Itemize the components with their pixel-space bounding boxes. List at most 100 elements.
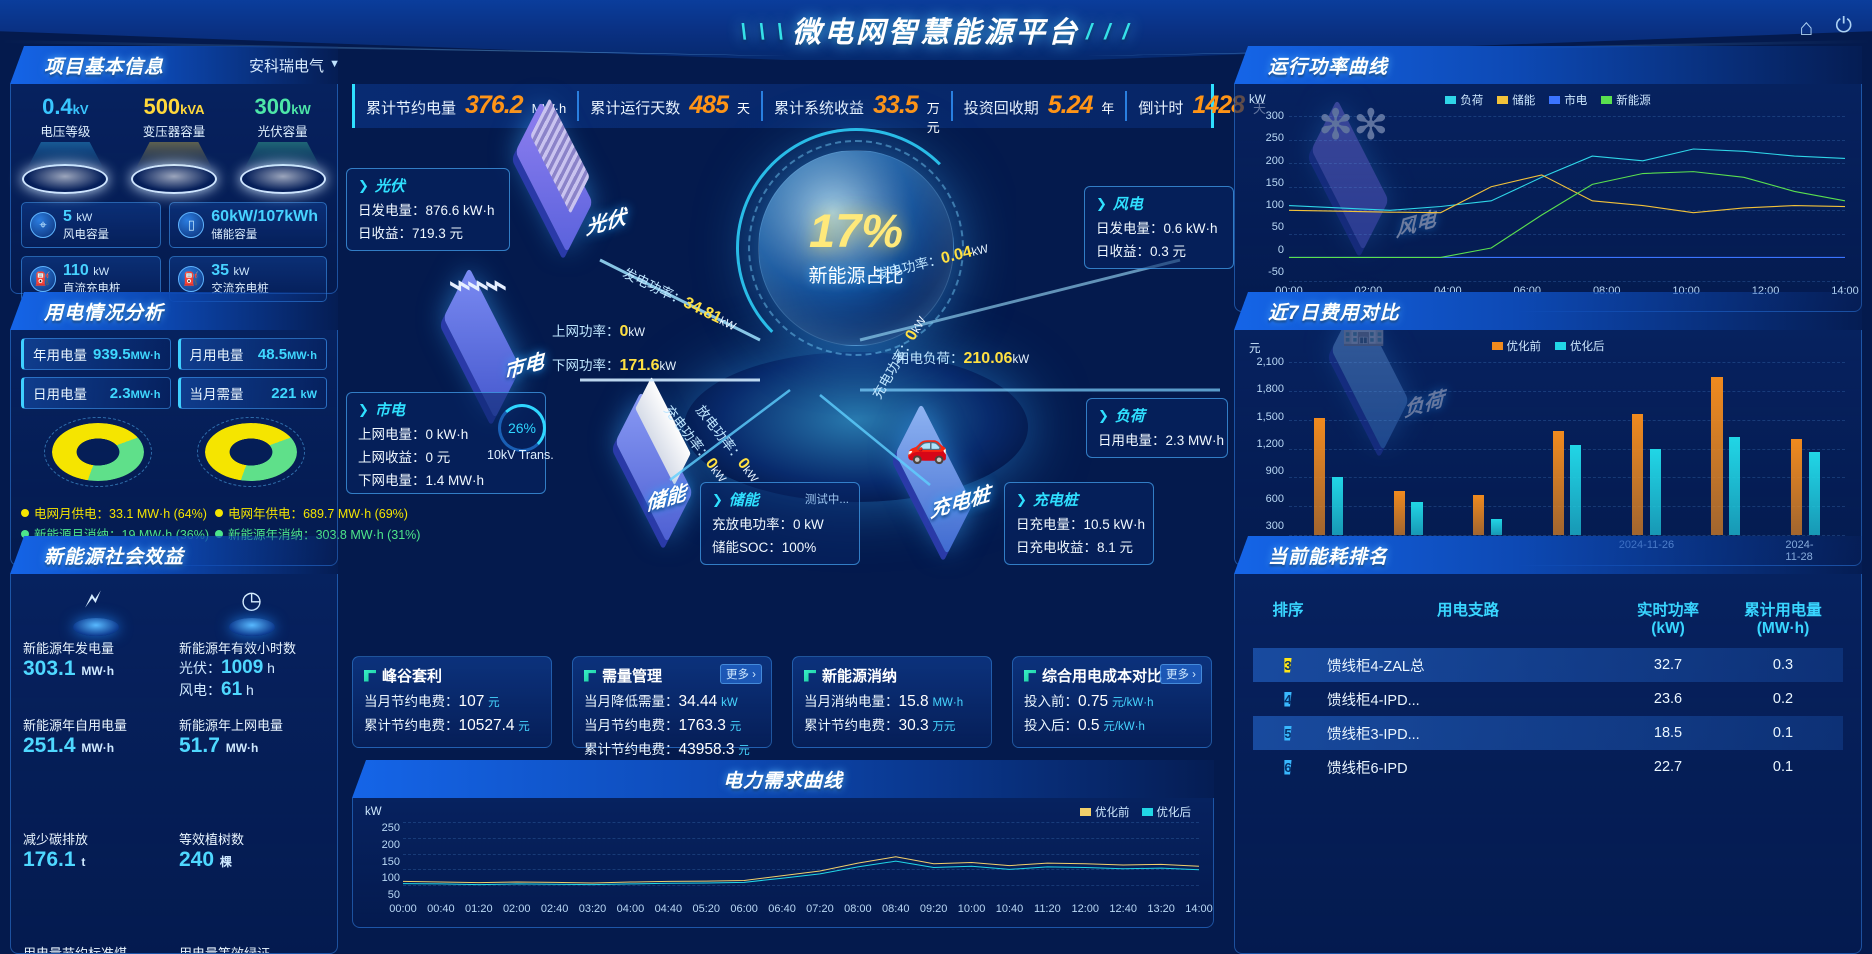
card-row-value: 1763.3 bbox=[678, 717, 726, 734]
legend-before[interactable]: 优化前 bbox=[1080, 804, 1130, 820]
realtime-power: 22.7 bbox=[1653, 759, 1683, 775]
title-text: 微电网智慧能源平台 bbox=[791, 17, 1080, 49]
x-tick: 02:40 bbox=[540, 903, 569, 915]
title-slash-left: \ \ \ bbox=[740, 19, 786, 44]
kpi-item-run-days: 累计运行天数 485 天 bbox=[579, 91, 763, 121]
usage-value: 48.5 bbox=[257, 345, 288, 363]
grid-line bbox=[1289, 390, 1845, 392]
panel-social-benefit: 新能源社会效益 🗲 新能源年发电量 303.1 MW·h ◷ 新能源年有效小时数… bbox=[10, 536, 338, 954]
clock-icon: ◷ bbox=[221, 584, 283, 636]
y-tick: 150 bbox=[381, 855, 400, 868]
legend-load[interactable]: 负荷 bbox=[1445, 92, 1483, 108]
usage-cell-daily: 日用电量 2.3MW·h bbox=[21, 377, 171, 409]
cumulative-energy: 0.2 bbox=[1772, 691, 1794, 707]
table-row[interactable]: 5 馈线柜3-IPD... 18.5 0.1 bbox=[1253, 716, 1843, 750]
infobox-load: 负荷 日用电量：2.3 MW·h bbox=[1086, 398, 1228, 458]
panel-title: 运行功率曲线 bbox=[1268, 56, 1389, 78]
social-unit: t bbox=[81, 855, 86, 869]
kpi-label: 投资回收期 bbox=[963, 100, 1039, 117]
flow-value: 210.06 bbox=[963, 350, 1013, 367]
table-row[interactable]: 3 馈线柜4-ZAL总 32.7 0.3 bbox=[1253, 648, 1843, 682]
legend-new-energy[interactable]: 新能源 bbox=[1601, 92, 1651, 108]
card-row-unit: 万元 bbox=[932, 721, 956, 733]
ranking-header: 排序 用电支路 实时功率 (kW) 累计用电量 (MW·h) bbox=[1253, 584, 1843, 648]
social-item-effective-hours: ◷ 新能源年有效小时数 光伏：1009 h 风电：61 h bbox=[179, 584, 325, 701]
rank-badge: 4 bbox=[1284, 691, 1292, 707]
card-row-label: 累计节约电费： bbox=[804, 718, 899, 733]
page-title: \ \ \ 微电网智慧能源平台 / / / bbox=[0, 9, 1872, 51]
social-item-green-cert: 用电量等效绿证 303 张 bbox=[179, 943, 325, 953]
social-label: 新能源年发电量 bbox=[23, 641, 115, 656]
kpi-value: 485 bbox=[689, 91, 729, 119]
infobox-title: 负荷 bbox=[1114, 408, 1145, 425]
legend-grid[interactable]: 市电 bbox=[1549, 92, 1587, 108]
rank-badge: 5 bbox=[1284, 725, 1292, 741]
social-sub-label: 风电： bbox=[179, 682, 221, 698]
panel-title: 近7日费用对比 bbox=[1268, 302, 1400, 324]
legend-after[interactable]: 优化后 bbox=[1141, 804, 1191, 820]
usage-donuts bbox=[21, 417, 327, 493]
x-tick: 12:00 bbox=[1071, 903, 1100, 915]
ring-transformer: 500kVA 变压器容量 bbox=[124, 94, 224, 194]
legend-after[interactable]: 优化后 bbox=[1555, 338, 1605, 354]
usage-cell-demand: 当月需量 221 kW bbox=[177, 377, 327, 409]
flow-text: 用电负荷： bbox=[896, 351, 964, 366]
infobox-row: 日收益：0.3 元 bbox=[1096, 244, 1187, 259]
kpi-item-payback: 投资回收期 5.24 年 bbox=[953, 91, 1128, 121]
chart-plot-area bbox=[403, 822, 1199, 901]
grid-line bbox=[1289, 163, 1845, 165]
company-selector[interactable]: 安科瑞电气 bbox=[248, 58, 324, 75]
infobox-pv: 光伏 日发电量：876.6 kW·h 日收益：719.3 元 bbox=[346, 168, 510, 251]
power-curve-chart: kW 负荷 储能 市电 新能源 -50 0 50 100 150 200 250 300 00… bbox=[1243, 90, 1859, 305]
node-pv[interactable] bbox=[500, 97, 608, 253]
legend-storage[interactable]: 储能 bbox=[1497, 92, 1535, 108]
column-branch: 用电支路 bbox=[1436, 602, 1499, 619]
charger-icon: ⛽ bbox=[30, 266, 56, 292]
card-row-label: 当月消纳电量： bbox=[804, 694, 899, 709]
more-button[interactable]: 更多 › bbox=[1159, 664, 1202, 684]
grid-line bbox=[1289, 281, 1845, 282]
grid-line bbox=[1289, 362, 1845, 363]
chart-plot-area bbox=[1289, 116, 1845, 282]
card-row-value: 34.44 bbox=[678, 693, 718, 710]
power-icon[interactable]: ⏻ bbox=[1835, 14, 1852, 37]
battery-icon: ▯ bbox=[178, 212, 205, 238]
infobox-row: 日用电量：2.3 MW·h bbox=[1098, 433, 1225, 448]
legend-before[interactable]: 优化前 bbox=[1491, 338, 1541, 354]
chevron-down-icon[interactable]: ▼ bbox=[329, 58, 340, 70]
x-tick: 00:00 bbox=[389, 903, 417, 915]
chart-series bbox=[1289, 116, 1845, 281]
ring-value: 500 bbox=[143, 94, 181, 119]
card-row-unit: 元/kW·h bbox=[1111, 697, 1154, 709]
x-tick: 12:40 bbox=[1109, 903, 1137, 915]
chart-legend: 负荷 储能 市电 新能源 bbox=[1243, 92, 1853, 108]
flow-unit: kW bbox=[628, 327, 646, 339]
branch-name: 馈线柜4-IPD... bbox=[1327, 692, 1420, 709]
donut-annual bbox=[191, 417, 311, 493]
usage-unit: MW·h bbox=[287, 349, 317, 362]
flow-unit: kW bbox=[970, 243, 990, 259]
ring-value: 0.4 bbox=[42, 94, 73, 119]
y-tick: 2,100 bbox=[1256, 356, 1284, 368]
capacity-rings: 0.4kV 电压等级 500kVA 变压器容量 300kW 光伏容量 bbox=[11, 84, 337, 194]
infobox-row: 日收益：719.3 元 bbox=[358, 226, 464, 241]
kpi-value: 376.2 bbox=[465, 91, 524, 119]
home-icon[interactable]: ⌂ bbox=[1799, 14, 1814, 40]
y-tick: 250 bbox=[1265, 132, 1284, 145]
rank-badge: 3 bbox=[1284, 657, 1292, 673]
infobox-title: 市电 bbox=[374, 402, 405, 419]
more-button[interactable]: 更多 › bbox=[719, 664, 762, 684]
panel-demand-curve: 电力需求曲线 kW 优化前 优化后 50 100 150 200 250 00:00 00… bbox=[352, 760, 1214, 928]
social-value: 51.7 bbox=[179, 734, 220, 757]
node-grid[interactable]: ⌁⌁⌁ bbox=[428, 263, 536, 419]
card-cost-comparison: 综合用电成本对比 更多 › 投入前：0.75 元/kW·h 投入后：0.5 元/… bbox=[1012, 656, 1212, 748]
bar bbox=[1552, 431, 1564, 535]
y-tick: 1,500 bbox=[1256, 410, 1284, 423]
chart-series bbox=[403, 822, 1199, 901]
table-row[interactable]: 6 馈线柜6-IPD 22.7 0.1 bbox=[1253, 750, 1843, 784]
table-row[interactable]: 4 馈线柜4-IPD... 23.6 0.2 bbox=[1253, 682, 1843, 716]
social-item-self-use: 新能源年自用电量 251.4 MW·h bbox=[23, 715, 169, 815]
infobox-title: 光伏 bbox=[374, 178, 405, 195]
social-sub-value: 1009 bbox=[221, 657, 264, 678]
transformer-label: 10kV Trans. bbox=[487, 448, 554, 462]
